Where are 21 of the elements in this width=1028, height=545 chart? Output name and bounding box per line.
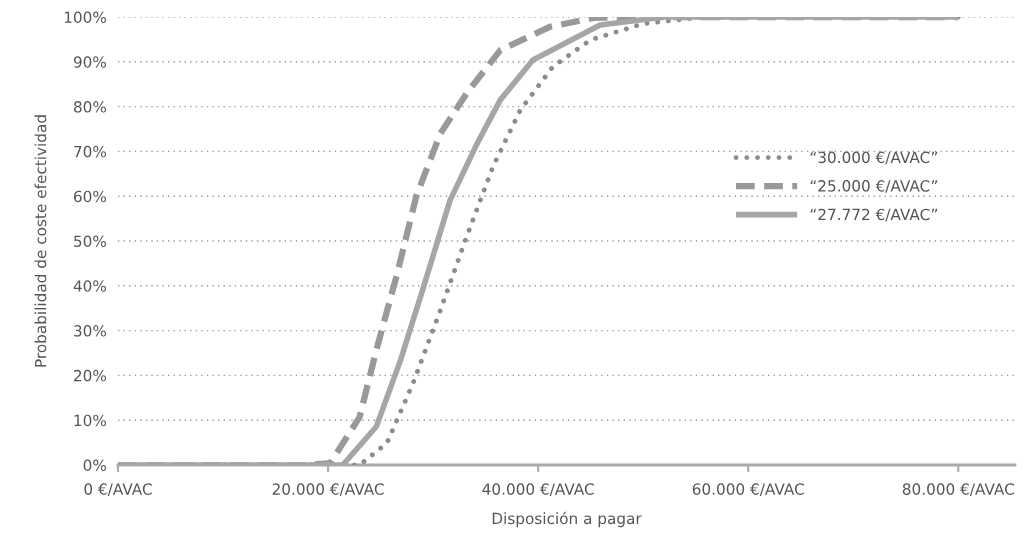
legend-label: “27.772 €/AVAC” bbox=[810, 208, 938, 222]
y-tick-label: 30% bbox=[74, 325, 107, 337]
x-tick-label: 40.000 €/AVAC bbox=[482, 483, 594, 497]
x-tick-label: 0 €/AVAC bbox=[84, 483, 152, 497]
y-axis-title: Probabilidad de coste efectividad bbox=[34, 115, 47, 367]
y-tick-label: 100% bbox=[64, 11, 107, 24]
y-tick-label: 60% bbox=[74, 190, 107, 203]
y-tick-label: 40% bbox=[73, 280, 107, 292]
y-tick-label: 70% bbox=[74, 145, 107, 158]
y-tick-label: 50% bbox=[74, 235, 107, 248]
legend-label: “25.000 €/AVAC” bbox=[810, 180, 938, 193]
y-tick-label: 20% bbox=[74, 369, 107, 382]
legend-label: “30.000 €/AVAC” bbox=[810, 151, 938, 165]
y-tick-label: 10% bbox=[74, 414, 107, 427]
x-tick-label: 20.000 €/AVAC bbox=[272, 483, 384, 497]
x-tick-label: 60.000 €/AVAC bbox=[692, 483, 804, 497]
y-tick-label: 80% bbox=[73, 101, 107, 113]
y-tick-label: 90% bbox=[73, 56, 107, 68]
x-tick-label: 80.000 €/AVAC bbox=[902, 483, 1014, 497]
y-tick-label: 0% bbox=[83, 459, 107, 472]
x-axis-title: Disposición a pagar bbox=[492, 511, 642, 528]
